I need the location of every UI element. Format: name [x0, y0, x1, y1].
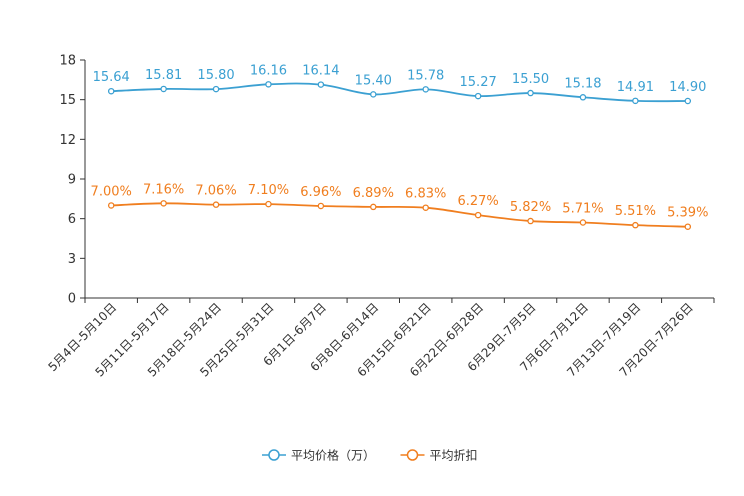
axes: 03691215185月4日-5月10日5月11日-5月17日5月18日-5月2… — [45, 54, 715, 380]
series-2: 7.00% 7.16% 7.06% 7.10% 6.96% 6.89% 6.83% 6.27%… — [91, 182, 708, 230]
data-label: 15.40 — [355, 73, 392, 88]
data-label: 15.81 — [145, 68, 182, 83]
series-line — [111, 202, 688, 228]
data-label: 14.90 — [669, 80, 706, 95]
data-point — [317, 81, 325, 88]
data-point — [579, 219, 587, 226]
data-point — [632, 97, 639, 105]
data-point — [632, 221, 639, 229]
data-label: 14.91 — [617, 80, 654, 95]
data-label: 15.27 — [460, 75, 497, 90]
data-label: 15.50 — [512, 72, 549, 87]
legend-marker — [268, 449, 280, 461]
data-label: 6.96% — [300, 185, 341, 200]
data-label: 6.83% — [405, 187, 446, 202]
data-point — [107, 202, 115, 209]
data-label: 5.51% — [615, 204, 656, 219]
legend-item-2: 平均折扣 — [400, 448, 478, 463]
data-point — [527, 89, 534, 97]
data-point — [474, 211, 482, 219]
y-tick-label: 9 — [68, 173, 76, 188]
y-tick-label: 12 — [59, 133, 76, 148]
data-label: 7.16% — [143, 182, 184, 197]
legend: 平均价格（万） 平均折扣 — [262, 448, 478, 463]
data-point — [317, 202, 325, 210]
data-point — [370, 203, 377, 211]
y-tick-label: 3 — [68, 252, 76, 267]
data-label: 7.00% — [91, 184, 132, 199]
data-point — [370, 91, 377, 98]
data-point — [422, 204, 429, 211]
data-label: 5.39% — [667, 206, 708, 221]
data-label: 7.10% — [248, 183, 289, 198]
data-label: 7.06% — [195, 184, 236, 199]
data-label: 15.64 — [93, 70, 130, 85]
legend-label: 平均折扣 — [430, 448, 478, 463]
data-label: 16.16 — [250, 63, 287, 78]
series-layer: 15.64 15.81 15.80 16.16 16.14 15.40 15.78 15.27… — [91, 63, 708, 230]
series-1: 15.64 15.81 15.80 16.16 16.14 15.40 15.78 15.27… — [93, 63, 706, 105]
data-point — [684, 223, 692, 230]
data-label: 5.82% — [510, 200, 551, 215]
series-line — [111, 82, 688, 103]
y-tick-label: 0 — [68, 292, 76, 307]
y-tick-label: 18 — [59, 54, 76, 69]
data-point — [160, 85, 167, 93]
data-label: 16.14 — [302, 64, 339, 79]
legend-item-1: 平均价格（万） — [262, 448, 375, 463]
data-label: 6.89% — [353, 186, 394, 201]
data-point — [107, 87, 115, 95]
y-tick-label: 6 — [68, 212, 76, 227]
data-point — [474, 92, 482, 100]
data-label: 15.18 — [564, 76, 601, 91]
legend-marker — [406, 449, 419, 461]
data-label: 15.80 — [197, 68, 234, 83]
data-point — [265, 200, 272, 208]
data-label: 5.71% — [562, 202, 603, 217]
data-point — [212, 201, 220, 208]
legend-label: 平均价格（万） — [291, 448, 375, 463]
data-point — [212, 85, 220, 93]
data-point — [422, 86, 429, 93]
data-point — [265, 81, 272, 88]
data-point — [527, 217, 534, 225]
data-point — [160, 200, 167, 207]
data-label: 6.27% — [457, 194, 498, 209]
data-label: 15.78 — [407, 68, 444, 83]
y-tick-label: 15 — [59, 93, 76, 108]
data-point — [579, 94, 587, 101]
data-point — [684, 97, 692, 105]
